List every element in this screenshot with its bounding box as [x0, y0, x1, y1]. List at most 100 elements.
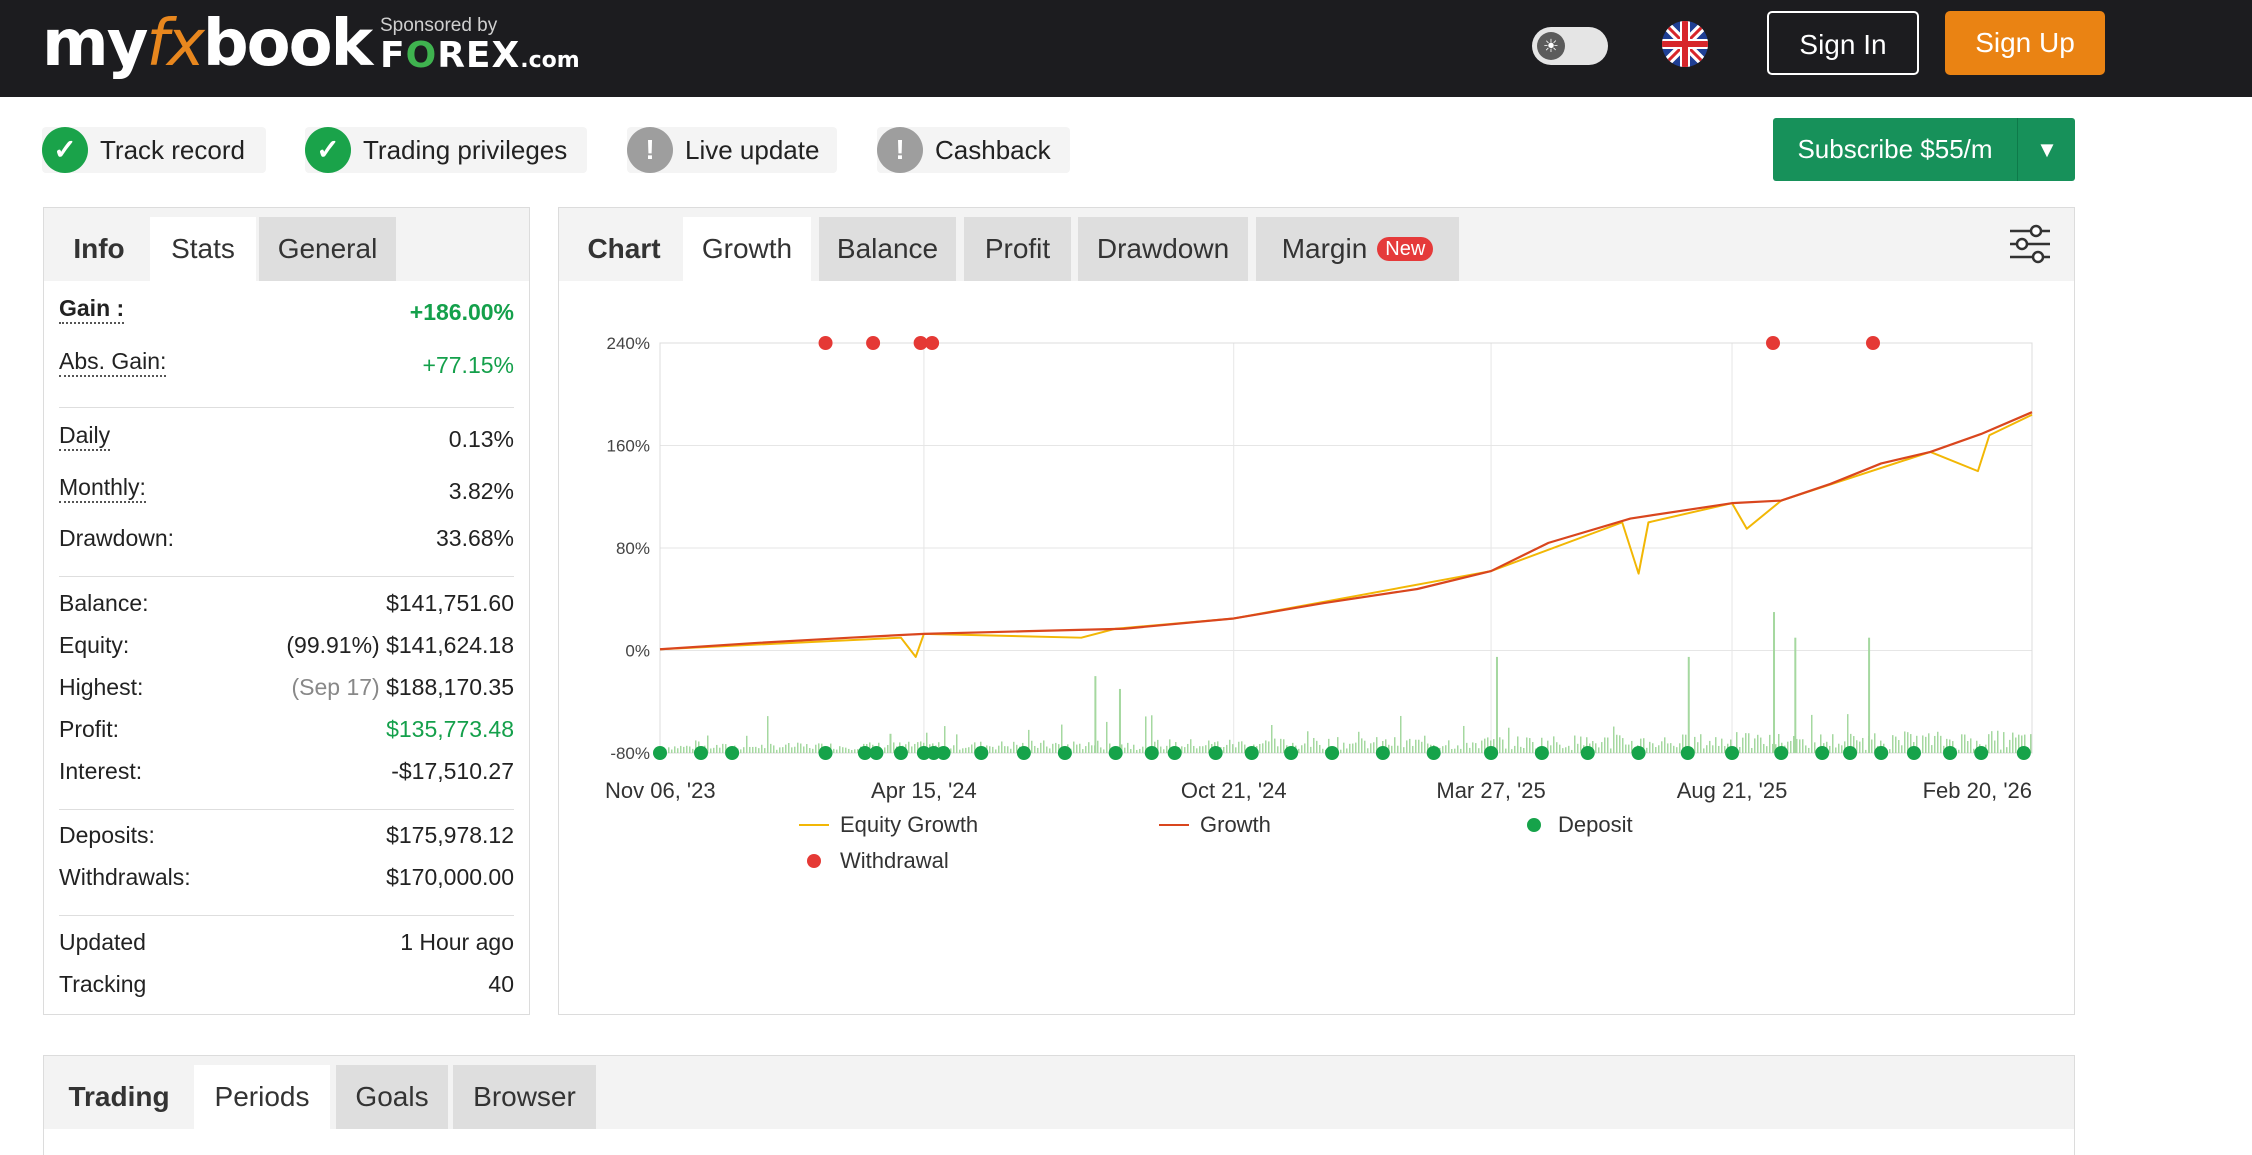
forex-logo[interactable]: FOREX.com: [380, 36, 580, 81]
volume-bar: [1097, 740, 1099, 753]
chart-lines: [659, 411, 2033, 658]
x-tick-label: Apr 15, '24: [871, 778, 977, 803]
volume-bar: [1646, 747, 1648, 753]
subscribe-label[interactable]: Subscribe $55/m: [1797, 134, 1993, 164]
volume-bar: [1832, 734, 1834, 753]
volume-bar: [776, 749, 778, 753]
volume-bar: [1136, 749, 1138, 753]
stat-label[interactable]: Monthly:: [59, 473, 146, 503]
volume-bar: [974, 742, 976, 753]
stat-abs-gain: Abs. Gain: +77.15%: [59, 347, 514, 383]
volume-bar: [833, 748, 835, 753]
volume-bar: [1226, 744, 1228, 753]
badge-cashback[interactable]: ! Cashback: [877, 127, 1070, 173]
volume-bar: [1013, 741, 1015, 753]
tab-growth[interactable]: Growth: [683, 217, 811, 281]
volume-bar: [1463, 725, 1465, 753]
badge-live-update[interactable]: ! Live update: [627, 127, 837, 173]
volume-bar: [1736, 732, 1738, 753]
check-icon: ✓: [42, 127, 88, 173]
chevron-down-icon[interactable]: ▼: [2017, 118, 2076, 181]
volume-bar: [944, 726, 946, 753]
volume-bar: [1037, 747, 1039, 753]
volume-bar: [1616, 734, 1618, 753]
volume-bar: [1445, 745, 1447, 753]
tab-drawdown[interactable]: Drawdown: [1078, 217, 1248, 281]
sliders-icon[interactable]: [2008, 222, 2052, 266]
volume-bar: [1241, 741, 1243, 753]
volume-bar: [1661, 741, 1663, 753]
chart-title: Chart: [587, 233, 661, 264]
theme-toggle[interactable]: ☀: [1532, 27, 1608, 65]
volume-bar: [1223, 746, 1225, 753]
sign-up-button[interactable]: Sign Up: [1945, 11, 2105, 75]
tab-browser[interactable]: Browser: [453, 1065, 596, 1129]
volume-bar: [1556, 742, 1558, 753]
tab-info[interactable]: Info: [73, 233, 125, 264]
myfxbook-logo[interactable]: myfxbook: [42, 8, 373, 80]
stat-value: $170,000.00: [386, 864, 514, 890]
volume-bar: [680, 745, 682, 753]
volume-bar: [1619, 735, 1621, 753]
deposit-marker: [1144, 746, 1159, 760]
uk-flag-icon[interactable]: [1662, 21, 1708, 67]
volume-bar: [1484, 738, 1486, 753]
volume-bar: [1568, 745, 1570, 753]
volume-bar: [1352, 743, 1354, 753]
tab-margin[interactable]: Margin New: [1256, 217, 1459, 281]
volume-bar: [1520, 746, 1522, 753]
subscribe-button[interactable]: Subscribe $55/m ▼: [1773, 118, 2075, 181]
volume-bar: [1964, 734, 1966, 753]
deposit-marker: [1375, 746, 1390, 760]
growth-chart[interactable]: 240% 160% 80% 0% -80% Nov 06, '23 Apr 15, '24 O…: [559, 282, 2076, 1012]
deposit-marker: [1108, 746, 1123, 760]
deposit-marker: [1680, 746, 1695, 760]
tab-general[interactable]: General: [259, 217, 396, 281]
volume-bar: [2012, 732, 2014, 753]
stat-label[interactable]: Abs. Gain:: [59, 347, 167, 377]
volume-bar: [1190, 739, 1192, 753]
volume-bar: [1811, 714, 1813, 753]
volume-bar: [1040, 742, 1042, 753]
volume-bar: [1580, 736, 1582, 753]
tab-profit[interactable]: Profit: [964, 217, 1071, 281]
y-tick-label: -80%: [610, 744, 650, 763]
volume-bar: [755, 746, 757, 753]
volume-bar: [2003, 732, 2005, 753]
divider: [59, 915, 514, 916]
volume-bar: [1034, 745, 1036, 753]
stat-label: Balance:: [59, 590, 149, 616]
volume-bar: [1943, 745, 1945, 753]
volume-bar: [1598, 747, 1600, 753]
sign-in-button[interactable]: Sign In: [1767, 11, 1919, 75]
deposit-marker: [1774, 746, 1789, 760]
deposit-marker: [725, 746, 740, 760]
volume-bar: [1559, 744, 1561, 753]
volume-bar: [1676, 747, 1678, 753]
tab-goals[interactable]: Goals: [336, 1065, 448, 1129]
volume-bar: [1586, 737, 1588, 753]
volume-bar: [1196, 748, 1198, 753]
volume-bar: [1778, 734, 1780, 753]
volume-bar: [1514, 745, 1516, 753]
volume-bar: [779, 747, 781, 753]
volume-spike: [1794, 637, 1797, 753]
volume-bar: [1961, 734, 1963, 753]
sun-icon: ☀: [1537, 32, 1565, 60]
tab-stats[interactable]: Stats: [150, 217, 256, 281]
badge-trading-privileges[interactable]: ✓ Trading privileges: [305, 127, 587, 173]
tab-trading[interactable]: Trading: [68, 1081, 170, 1112]
volume-spike: [1094, 676, 1097, 753]
badge-track-record[interactable]: ✓ Track record: [42, 127, 266, 173]
volume-bar: [1859, 741, 1861, 753]
withdrawal-marker: [1766, 336, 1781, 350]
tab-periods[interactable]: Periods: [194, 1065, 330, 1129]
volume-bar: [1694, 736, 1696, 753]
volume-bar: [1388, 744, 1390, 753]
stat-label[interactable]: Daily: [59, 421, 111, 451]
volume-bar: [1526, 737, 1528, 753]
volume-bar: [725, 744, 727, 753]
stat-label[interactable]: Gain :: [59, 294, 125, 324]
volume-bar: [1613, 726, 1615, 753]
tab-balance[interactable]: Balance: [819, 217, 956, 281]
